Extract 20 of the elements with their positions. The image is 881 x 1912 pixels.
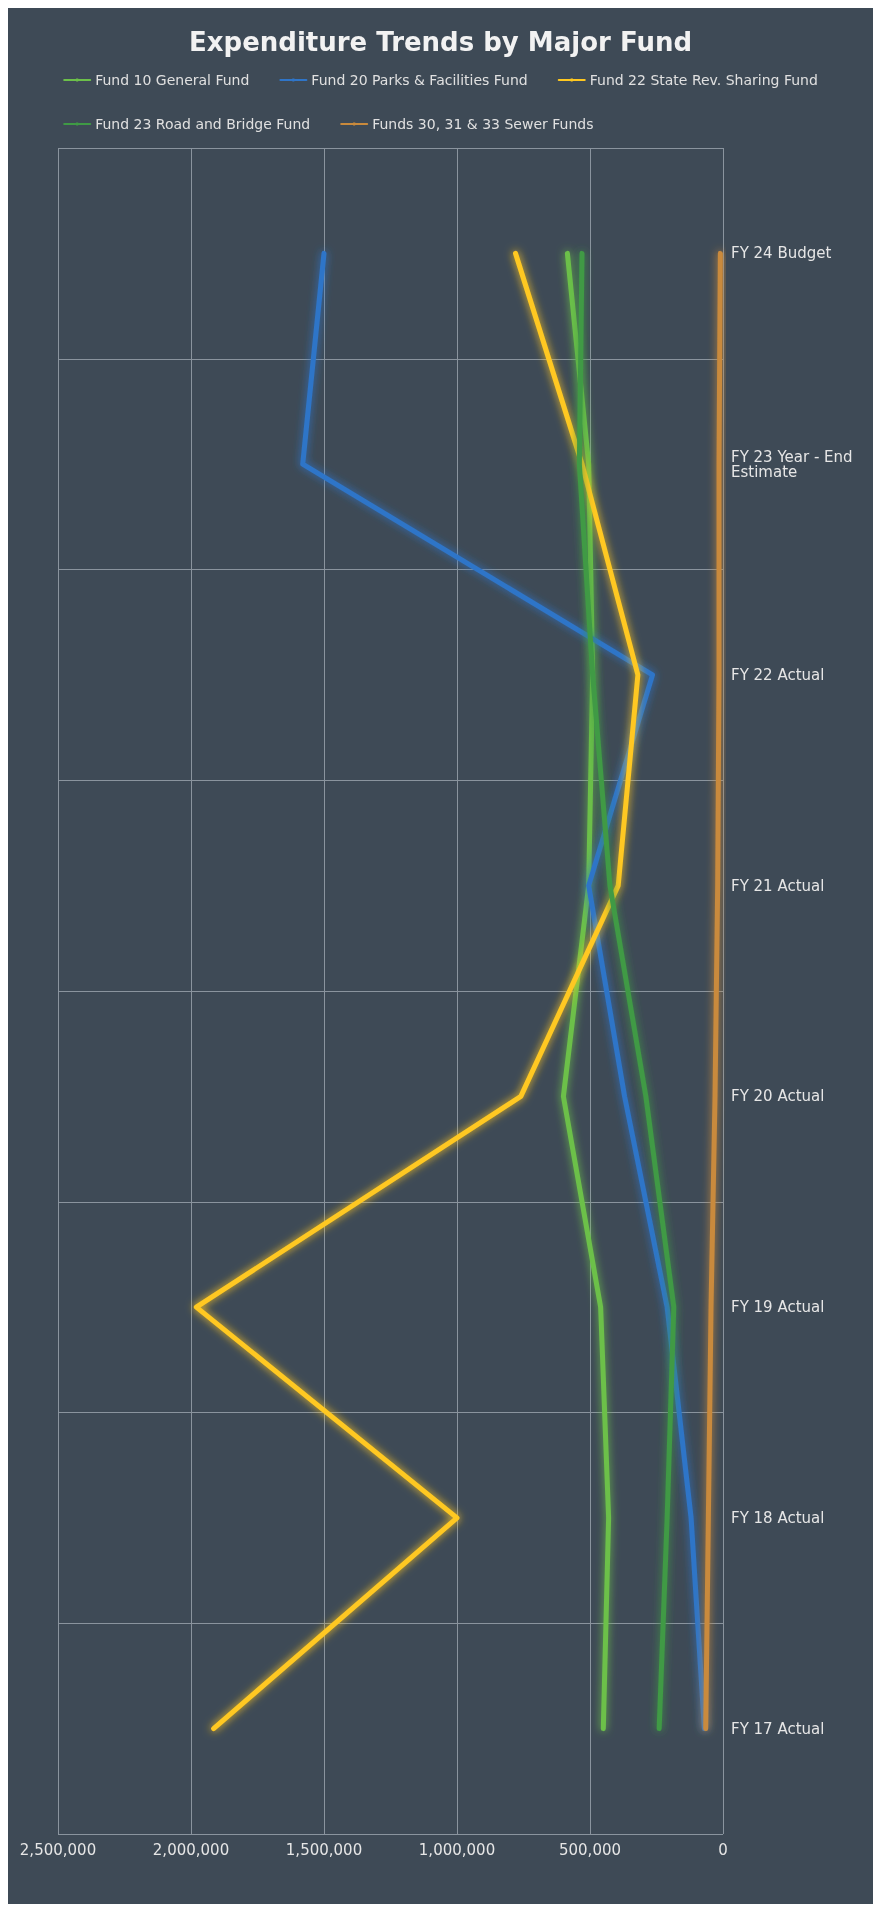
y-tick-label: FY 17 Actual <box>731 1719 825 1738</box>
legend-label: Fund 23 Road and Bridge Fund <box>95 116 311 132</box>
y-tick-label: FY 18 Actual <box>731 1508 825 1527</box>
x-tick-label: 500,000 <box>558 1840 622 1859</box>
legend-label: Fund 10 General Fund <box>95 72 250 88</box>
x-tick-label: 1,000,000 <box>418 1840 496 1859</box>
y-tick-label: FY 24 Budget <box>731 244 832 263</box>
chart-title: Expenditure Trends by Major Fund <box>188 27 693 57</box>
y-tick-label: FY 20 Actual <box>731 1087 825 1106</box>
y-tick-label: FY 19 Actual <box>731 1298 825 1317</box>
legend-label: Fund 22 State Rev. Sharing Fund <box>589 72 818 88</box>
y-tick-label: FY 21 Actual <box>731 876 825 895</box>
y-tick-label: FY 23 Year - End Estimate <box>731 447 858 481</box>
x-tick-label: 0 <box>718 1840 728 1859</box>
y-tick-label: FY 22 Actual <box>731 665 825 684</box>
x-tick-label: 1,500,000 <box>285 1840 363 1859</box>
x-tick-label: 2,000,000 <box>152 1840 230 1859</box>
legend-label: Fund 20 Parks & Facilities Fund <box>311 72 528 88</box>
x-tick-label: 2,500,000 <box>19 1840 97 1859</box>
legend-label: Funds 30, 31 & 33 Sewer Funds <box>372 116 594 132</box>
